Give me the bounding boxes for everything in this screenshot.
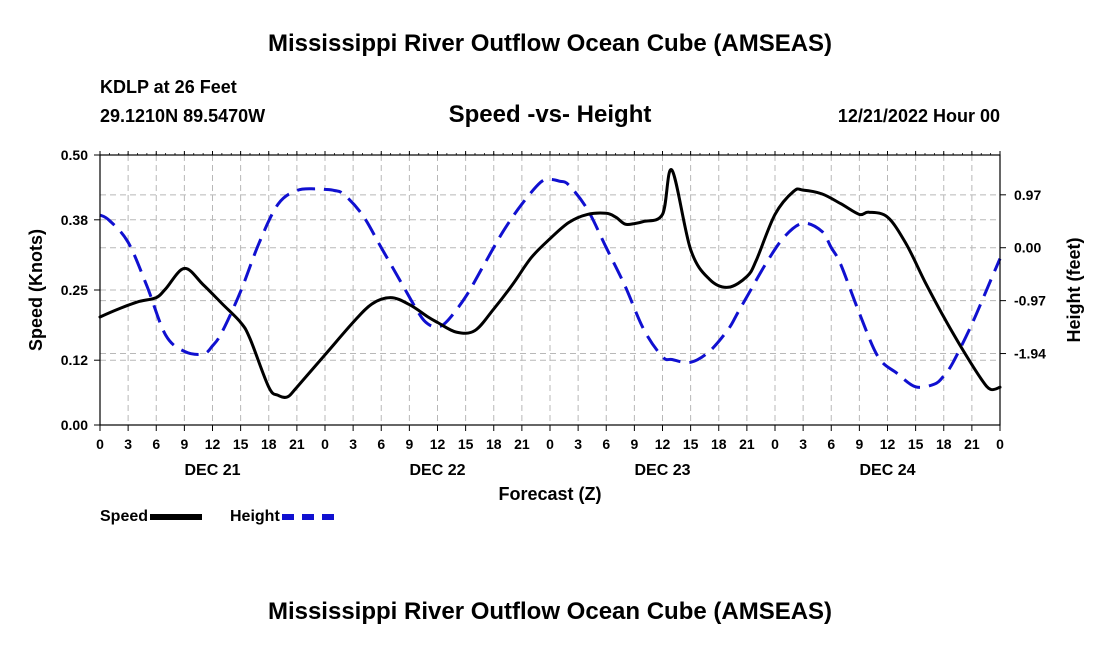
- x-tick-label: 9: [630, 436, 638, 452]
- x-tick-label: 9: [180, 436, 188, 452]
- y-tick-label: 0.25: [61, 282, 88, 298]
- y-tick-label: 0.12: [61, 352, 88, 368]
- x-tick-label: 0: [771, 436, 779, 452]
- x-tick-label: 18: [936, 436, 952, 452]
- x-tick-label: 18: [486, 436, 502, 452]
- x-tick-label: 15: [458, 436, 474, 452]
- x-tick-label: 12: [430, 436, 446, 452]
- y2-tick-label: -1.94: [1014, 346, 1046, 362]
- y-tick-label: 0.38: [61, 212, 88, 228]
- x-tick-label: 0: [321, 436, 329, 452]
- grid-lines: [99, 154, 1001, 426]
- y2-axis-label: Height (feet): [1064, 238, 1084, 343]
- x-tick-label: 0: [996, 436, 1004, 452]
- legend-speed-swatch: [150, 514, 203, 520]
- coordinates-label: 29.1210N 89.5470W: [100, 106, 266, 126]
- x-tick-label: 6: [377, 436, 385, 452]
- x-tick-label: 9: [855, 436, 863, 452]
- legend-speed-label: Speed: [100, 508, 149, 525]
- x-day-label: DEC 23: [634, 462, 690, 479]
- x-tick-label: 21: [964, 436, 980, 452]
- x-tick-label: 3: [349, 436, 357, 452]
- x-tick-label: 0: [96, 436, 104, 452]
- x-tick-label: 12: [655, 436, 671, 452]
- x-tick-label: 12: [880, 436, 896, 452]
- x-axis-label: Forecast (Z): [498, 484, 601, 504]
- axes-group: 0 3 6 9 12 15 18 21 0 3 6 9 12 15 18 21 0 3 6 9 12 15 18 21 0 3 6 9…: [61, 147, 1046, 479]
- speed-series-line: [98, 168, 1002, 399]
- chart-subtitle: Speed -vs- Height: [448, 101, 652, 128]
- x-tick-label: 12: [205, 436, 221, 452]
- y-tick-label: 0.50: [61, 147, 88, 163]
- x-tick-label: 3: [799, 436, 807, 452]
- x-day-label: DEC 21: [184, 462, 240, 479]
- series-group: [98, 168, 1002, 399]
- chart-title: Mississippi River Outflow Ocean Cube (AM…: [267, 30, 833, 57]
- y2-tick-label: 0.00: [1014, 240, 1041, 256]
- height-series-line: [99, 177, 1002, 389]
- x-tick-label: 3: [574, 436, 582, 452]
- x-tick-label: 18: [711, 436, 727, 452]
- x-tick-label: 6: [602, 436, 610, 452]
- x-tick-label: 6: [827, 436, 835, 452]
- x-tick-label: 21: [514, 436, 530, 452]
- x-tick-label: 15: [908, 436, 924, 452]
- x-tick-label: 0: [546, 436, 554, 452]
- y-axis-label: Speed (Knots): [26, 229, 46, 351]
- footer-title: Mississippi River Outflow Ocean Cube (AM…: [267, 598, 833, 625]
- y-tick-label: 0.00: [61, 417, 88, 433]
- legend-height: Height: [230, 508, 334, 526]
- x-day-label: DEC 22: [409, 462, 465, 479]
- legend-height-label: Height: [230, 508, 280, 525]
- x-tick-label: 15: [683, 436, 699, 452]
- x-tick-label: 3: [124, 436, 132, 452]
- x-tick-label: 18: [261, 436, 277, 452]
- station-label: KDLP at 26 Feet: [100, 77, 237, 97]
- x-tick-label: 21: [739, 436, 755, 452]
- y2-tick-label: 0.97: [1014, 187, 1041, 203]
- x-tick-label: 9: [405, 436, 413, 452]
- x-tick-label: 21: [289, 436, 305, 452]
- legend-speed: Speed: [100, 508, 203, 526]
- x-tick-label: 6: [152, 436, 160, 452]
- forecast-datetime: 12/21/2022 Hour 00: [837, 106, 1000, 126]
- y2-tick-label: -0.97: [1014, 293, 1046, 309]
- x-tick-label: 15: [233, 436, 249, 452]
- legend-height-swatch: [281, 514, 334, 520]
- x-day-label: DEC 24: [859, 462, 915, 479]
